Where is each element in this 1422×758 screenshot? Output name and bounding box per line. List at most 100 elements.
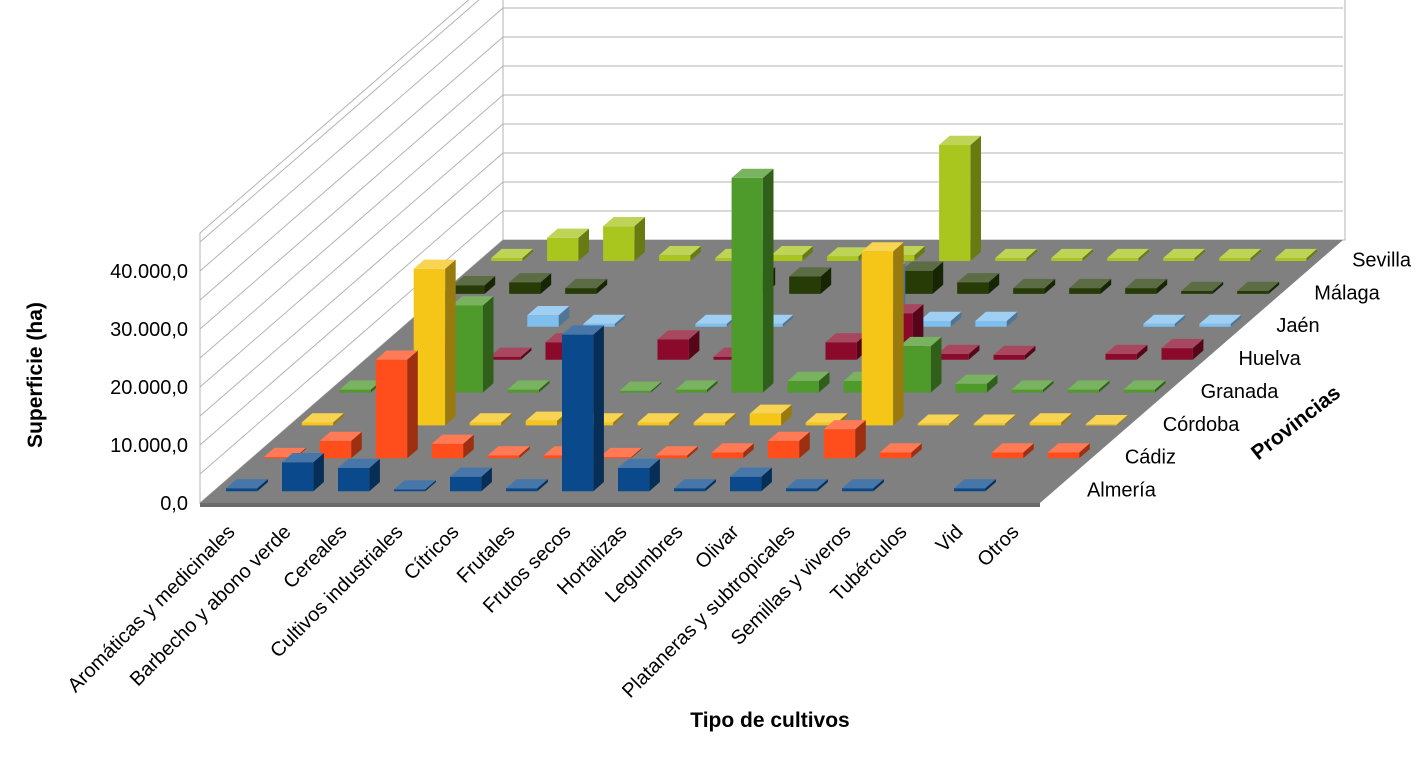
bar-front xyxy=(1085,424,1118,426)
bar xyxy=(1047,443,1090,459)
bar-side xyxy=(817,479,828,492)
bar-front xyxy=(1181,291,1213,294)
bar xyxy=(491,248,533,261)
bar-front xyxy=(767,440,800,459)
bar-top xyxy=(659,246,701,256)
bar-front xyxy=(451,305,483,393)
bar xyxy=(879,443,922,459)
bar-top xyxy=(991,443,1034,453)
bar-front xyxy=(957,282,989,294)
bar-front xyxy=(453,285,485,294)
back-wall xyxy=(502,0,1346,241)
bar-top xyxy=(509,273,552,283)
bar-side xyxy=(1156,278,1168,294)
bar xyxy=(1105,344,1148,360)
bar-front xyxy=(711,452,744,459)
bar-side xyxy=(614,314,626,327)
bar xyxy=(975,311,1018,327)
bar-front xyxy=(695,323,727,327)
bar-front xyxy=(1143,323,1175,327)
bar-top xyxy=(1107,248,1149,259)
bar-front xyxy=(375,359,408,459)
bar-front xyxy=(619,390,651,393)
bar-front xyxy=(1067,389,1099,393)
bar-top xyxy=(1275,248,1317,259)
bar-front xyxy=(861,251,894,426)
bar-side xyxy=(522,248,533,261)
bar-top xyxy=(767,431,810,441)
bar-side xyxy=(1026,248,1037,261)
bar-front xyxy=(450,476,482,492)
bar-side xyxy=(1212,281,1224,294)
bar-side xyxy=(985,479,996,492)
series-label: Cádiz xyxy=(1125,447,1176,469)
bar-top xyxy=(338,458,380,468)
bar-side xyxy=(1023,443,1034,459)
bar-side xyxy=(911,443,922,459)
bar-top xyxy=(655,446,698,456)
bar-side xyxy=(613,413,624,426)
bar-top xyxy=(547,228,589,238)
gridline xyxy=(199,181,1343,446)
bar-front xyxy=(1029,422,1062,426)
bar-front xyxy=(901,270,933,294)
bar-front xyxy=(955,383,987,393)
bar xyxy=(674,479,716,492)
bar-top xyxy=(957,273,1000,283)
bar xyxy=(338,458,380,492)
bar-side xyxy=(799,431,810,459)
bar-front xyxy=(491,258,523,261)
bar xyxy=(507,380,550,393)
bar xyxy=(1123,380,1166,393)
bar-side xyxy=(855,420,866,459)
bar-front xyxy=(655,455,688,459)
bar-side xyxy=(893,242,904,426)
bar-top xyxy=(1067,380,1110,390)
chart-walls xyxy=(199,0,1346,505)
bar xyxy=(937,344,980,360)
bar-side xyxy=(333,413,344,426)
bar-side xyxy=(351,431,362,459)
bar-side xyxy=(1061,413,1072,426)
bar-front xyxy=(771,255,803,261)
bar xyxy=(749,404,792,426)
bar-top xyxy=(319,431,362,441)
bar-front xyxy=(842,488,874,492)
bar-front xyxy=(565,288,597,294)
bar xyxy=(319,431,362,459)
bar-side xyxy=(257,479,268,492)
bar-top xyxy=(975,311,1018,321)
y-tick-label: 30.000,0 xyxy=(110,319,188,341)
bar-top xyxy=(282,453,324,463)
bar-side xyxy=(463,434,474,459)
bar-top xyxy=(1013,278,1056,289)
bar-top xyxy=(1069,278,1112,289)
bar-front xyxy=(506,488,538,492)
bar-top xyxy=(1105,344,1148,354)
series-label: Almería xyxy=(1087,480,1157,502)
bar xyxy=(413,259,456,426)
bar-side xyxy=(802,246,813,261)
bar xyxy=(226,479,268,492)
bar-front xyxy=(507,389,539,393)
series-label: Córdoba xyxy=(1163,414,1241,436)
bar-top xyxy=(786,479,828,489)
gridline xyxy=(199,152,1343,417)
gridline xyxy=(199,65,1343,330)
bar-top xyxy=(901,261,944,271)
bar-side xyxy=(1268,281,1280,294)
y-tick-label: 0,0 xyxy=(160,493,188,515)
bar xyxy=(637,413,680,426)
bar-front xyxy=(1237,291,1269,294)
bar xyxy=(731,168,774,393)
bar-side xyxy=(932,261,944,294)
x-tick-label: Otros xyxy=(973,521,1023,571)
bar-side xyxy=(1192,338,1204,360)
bar-front xyxy=(1123,389,1155,393)
bar xyxy=(825,333,868,360)
gridline xyxy=(199,36,1343,301)
bar-top xyxy=(565,278,608,289)
bar-top xyxy=(618,458,660,468)
bar-side xyxy=(930,336,942,393)
bar-side xyxy=(313,453,324,492)
